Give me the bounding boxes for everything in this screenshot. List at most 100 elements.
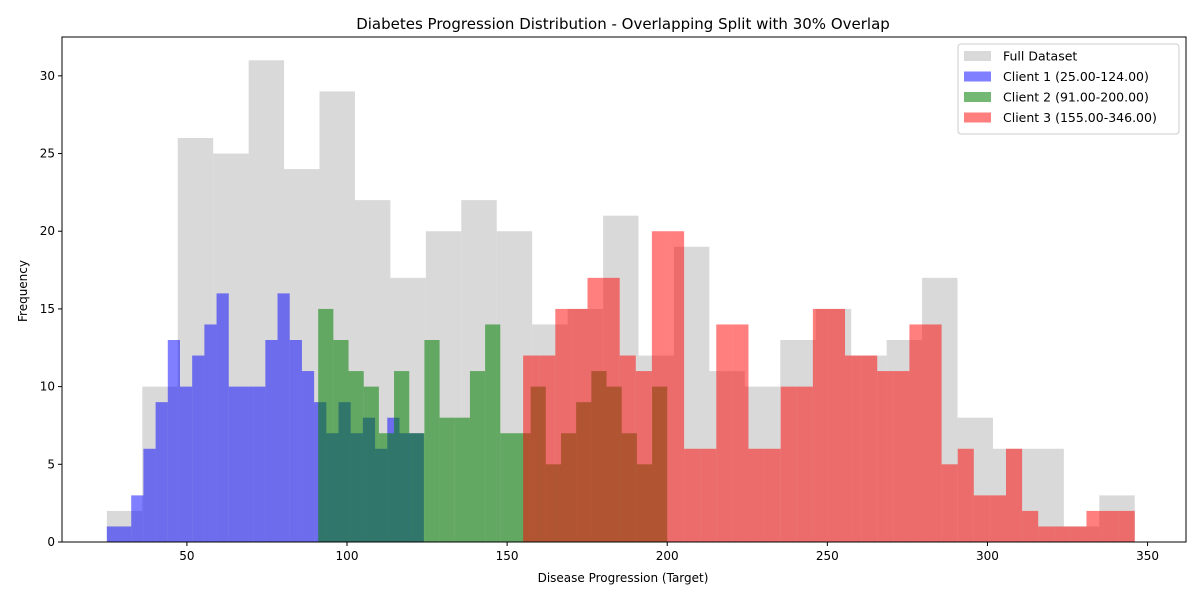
bar-s2-6: [179, 386, 193, 542]
bar-s2-10: [228, 386, 241, 542]
bar-s2-13: [265, 340, 278, 542]
legend-label-2: Client 1 (25.00-124.00): [1003, 69, 1149, 84]
bar-s4-33: [1054, 526, 1071, 542]
bar-s3-7: [424, 340, 440, 542]
bar-s4-23: [893, 371, 910, 542]
bar-s4-2: [555, 308, 572, 542]
bar-s4-21: [861, 355, 878, 542]
x-tick-label-50: 50: [179, 549, 194, 563]
bar-s4-7: [635, 371, 652, 542]
x-tick-label-200: 200: [656, 549, 679, 563]
bar-s4-14: [748, 448, 765, 542]
bar-s4-3: [571, 308, 588, 542]
legend-swatch-1: [964, 51, 991, 61]
bar-s4-1: [539, 355, 556, 542]
bar-s2-5: [167, 340, 180, 542]
bars-layer: [106, 60, 1135, 543]
bar-s3-12: [500, 433, 516, 542]
bar-s4-9: [667, 231, 685, 542]
x-tick-label-250: 250: [816, 549, 839, 563]
bar-s2-12: [253, 386, 266, 542]
x-tick-label-300: 300: [976, 549, 999, 563]
bar-s4-35: [1086, 510, 1103, 542]
bar-s2-16: [301, 371, 315, 542]
y-tick-label-5: 5: [47, 457, 55, 471]
y-tick-label-20: 20: [40, 224, 55, 238]
bar-s4-25: [925, 324, 942, 542]
bar-s3-1: [333, 340, 349, 542]
x-tick-label-350: 350: [1136, 549, 1159, 563]
bar-s3-2: [348, 371, 364, 542]
y-tick-label-10: 10: [40, 380, 55, 394]
bar-s3-5: [394, 371, 410, 542]
series-4: [523, 231, 1135, 542]
bar-s2-3: [143, 448, 156, 542]
bar-s4-8: [651, 231, 668, 542]
x-tick-label-150: 150: [496, 549, 519, 563]
bar-s3-6: [409, 433, 425, 542]
legend: Full Dataset Client 1 (25.00-124.00) Clien…: [957, 43, 1180, 135]
legend-swatch-2: [964, 71, 991, 82]
bar-s2-1: [119, 526, 132, 542]
legend-label-1: Full Dataset: [1003, 49, 1077, 64]
bar-s3-11: [485, 324, 501, 542]
chart-title: Diabetes Progression Distribution - Over…: [356, 15, 890, 33]
bar-s4-28: [973, 495, 990, 542]
legend-label-3: Client 2 (91.00-200.00): [1003, 90, 1149, 105]
plot-frame: [61, 36, 1187, 543]
y-axis-label: Frequency: [16, 260, 30, 322]
bar-s2-8: [204, 324, 217, 542]
bar-s4-31: [1022, 510, 1039, 542]
bar-s2-15: [289, 340, 302, 542]
bar-s4-32: [1038, 526, 1055, 542]
bar-s4-17: [796, 386, 813, 542]
bar-s3-0: [318, 308, 334, 542]
axes-layer: 50 100 150 200 250 300 350 0 5 10 15 20 25 30: [40, 36, 1187, 563]
legend-label-4: Client 3 (155.00-346.00): [1003, 110, 1157, 125]
bar-s4-18: [812, 308, 829, 542]
bar-s4-27: [957, 448, 974, 542]
bar-s2-9: [216, 293, 229, 542]
bar-s4-36: [1102, 510, 1119, 542]
legend-box: [957, 43, 1180, 135]
x-axis-label: Disease Progression (Target): [538, 571, 709, 585]
bar-s4-34: [1070, 526, 1087, 542]
bar-s4-15: [764, 448, 781, 542]
bar-s4-4: [587, 277, 604, 542]
bar-s4-6: [619, 355, 636, 542]
y-tick-label-0: 0: [47, 535, 55, 549]
bar-s4-5: [603, 277, 620, 542]
bar-s3-9: [454, 417, 470, 542]
bar-s3-4: [378, 433, 395, 542]
legend-swatch-3: [964, 92, 991, 102]
legend-swatch-4: [964, 112, 991, 123]
bar-s4-29: [989, 495, 1006, 542]
bar-s2-11: [240, 386, 254, 542]
bar-s4-24: [909, 324, 926, 542]
y-tick-label-25: 25: [40, 147, 55, 161]
y-tick-label-30: 30: [40, 69, 55, 83]
bar-s4-11: [700, 448, 717, 542]
bar-s4-26: [941, 464, 958, 542]
bar-s4-0: [523, 355, 540, 542]
bar-s2-2: [131, 495, 144, 542]
bar-s4-37: [1118, 510, 1135, 542]
bar-s4-10: [684, 448, 701, 542]
bar-s4-30: [1005, 448, 1023, 542]
bar-s2-14: [277, 293, 290, 542]
bar-s2-0: [106, 526, 120, 542]
x-tick-label-100: 100: [336, 549, 359, 563]
bar-s4-22: [877, 371, 894, 542]
bar-s4-13: [732, 324, 749, 542]
bar-s4-12: [716, 324, 733, 542]
bar-s3-10: [469, 371, 486, 542]
bar-s4-19: [828, 308, 846, 542]
bar-s3-3: [363, 386, 379, 542]
bar-s4-16: [780, 386, 797, 542]
y-tick-label-15: 15: [40, 302, 55, 316]
bar-s2-7: [192, 355, 205, 542]
bar-s3-8: [439, 417, 455, 542]
bar-s4-20: [845, 355, 862, 542]
bar-s2-4: [155, 402, 168, 542]
